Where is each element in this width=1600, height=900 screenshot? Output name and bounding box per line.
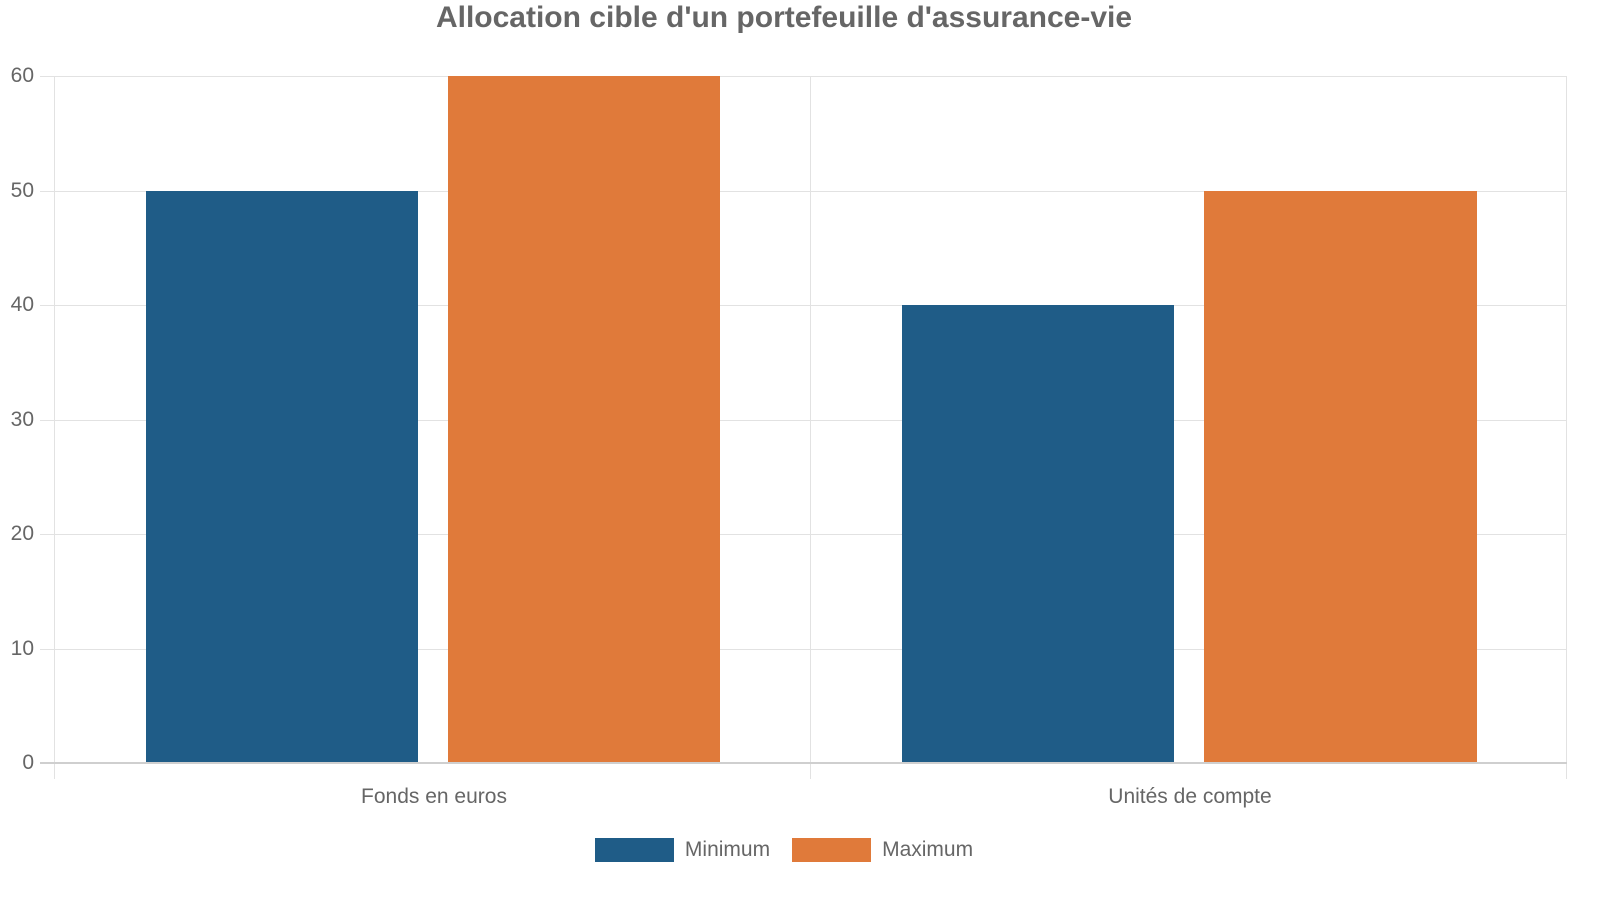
y-tick-label: 40 <box>10 293 34 316</box>
x-category-label: Fonds en euros <box>361 785 507 808</box>
y-tick-label: 60 <box>10 64 34 87</box>
x-category-label: Unités de compte <box>1108 785 1272 808</box>
x-axis-line <box>40 762 1567 764</box>
y-tick-label: 30 <box>10 407 34 431</box>
bar-maximum-fonds-en-euros[interactable] <box>448 76 720 763</box>
gridline-30 <box>40 419 1567 421</box>
bar-minimum-fonds-en-euros[interactable] <box>146 190 418 763</box>
legend-label: Maximum <box>882 838 974 861</box>
legend-item-minimum[interactable]: Minimum <box>594 838 771 862</box>
legend-swatch-maximum <box>792 838 872 862</box>
legend-item-maximum[interactable]: Maximum <box>792 838 973 862</box>
y-tick-label: 0 <box>22 751 34 774</box>
vertical-gridline <box>810 76 811 779</box>
legend-label: Minimum <box>684 838 771 861</box>
y-tick-label: 20 <box>10 522 34 545</box>
gridline-10 <box>40 648 1567 650</box>
gridline-20 <box>40 534 1567 535</box>
gridline-60 <box>40 76 1567 77</box>
gridline-50 <box>40 190 1567 192</box>
legend-swatch-minimum <box>594 838 674 862</box>
vertical-gridline <box>1566 76 1567 779</box>
bar-maximum-unites-de-compte[interactable] <box>1204 190 1477 763</box>
chart-title: Allocation cible d'un portefeuille d'ass… <box>435 1 1133 34</box>
bar-minimum-unites-de-compte[interactable] <box>902 305 1174 763</box>
vertical-gridline <box>54 76 55 779</box>
legend: Minimum Maximum <box>0 838 1568 862</box>
y-tick-label: 10 <box>10 636 34 660</box>
y-tick-label: 50 <box>10 178 34 202</box>
gridline-40 <box>40 305 1567 306</box>
plot-area: 60 50 40 30 20 10 0 <box>11 64 1567 779</box>
